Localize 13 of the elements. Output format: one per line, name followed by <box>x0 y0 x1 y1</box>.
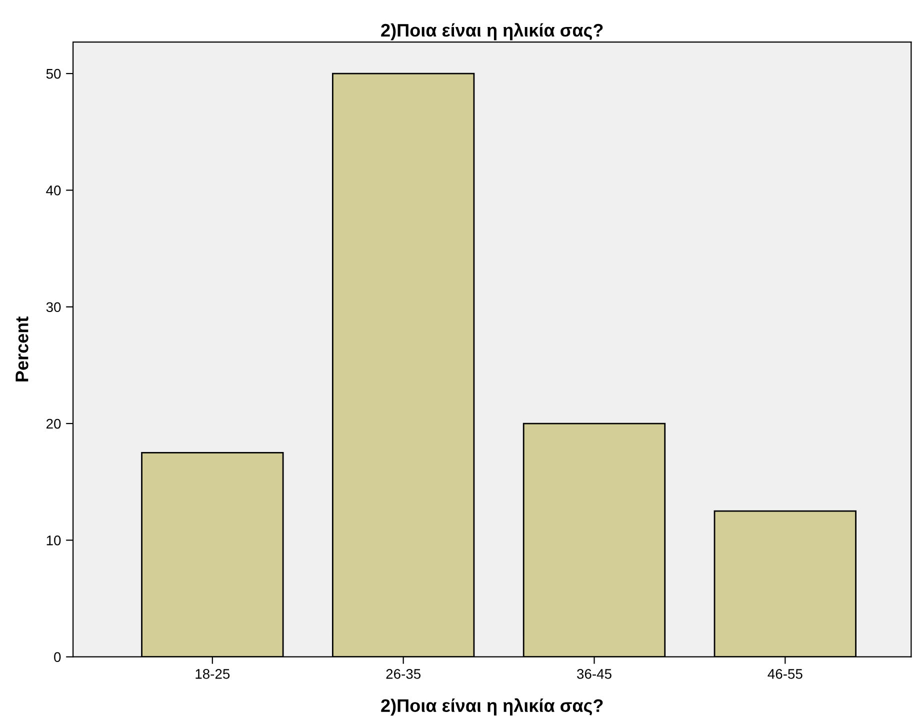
x-tick-label: 18-25 <box>196 669 230 679</box>
chart-title: 2)Ποια είναι η ηλικία σας? <box>381 22 603 40</box>
y-tick-label: 50 <box>46 68 61 79</box>
y-tick-label: 40 <box>46 186 61 196</box>
y-tick-label: 10 <box>46 536 61 546</box>
y-tick-label: 20 <box>46 418 61 429</box>
x-tick-label: 36-45 <box>577 669 612 679</box>
x-axis-title: 2)Ποια είναι η ηλικία σας? <box>381 698 603 716</box>
y-axis-title: Percent <box>16 316 28 382</box>
x-tick-label: 26-35 <box>386 669 421 679</box>
y-tick-label: 30 <box>46 302 61 312</box>
x-tick-label: 46-55 <box>768 669 802 679</box>
y-tick-label: 0 <box>54 652 61 662</box>
